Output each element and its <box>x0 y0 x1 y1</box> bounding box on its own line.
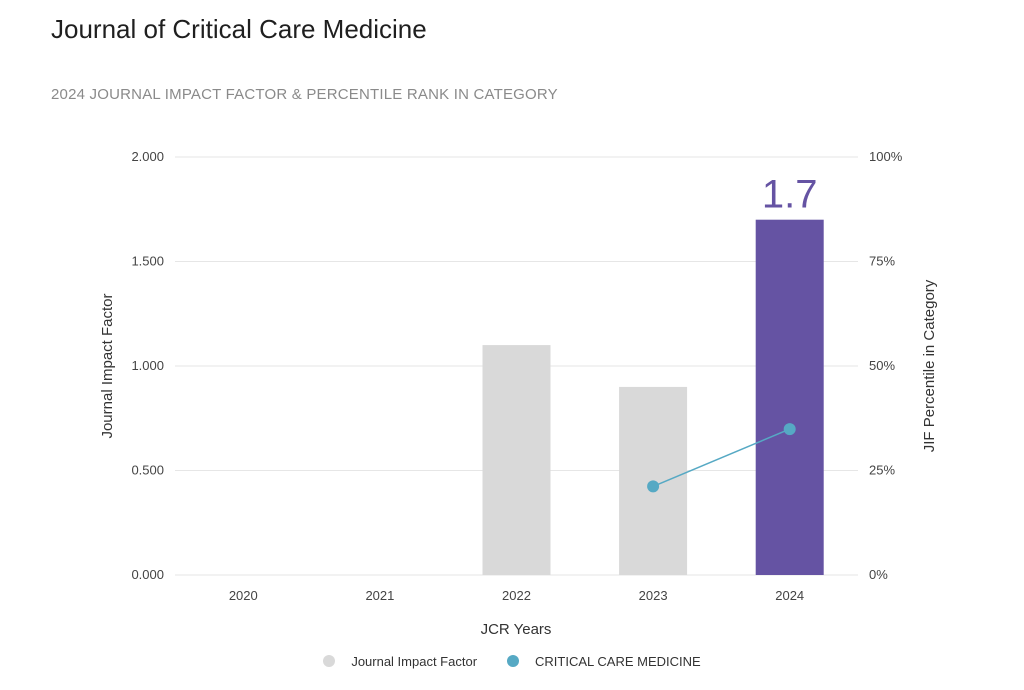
legend-item-impact-factor[interactable]: Journal Impact Factor <box>323 654 477 669</box>
x-tick-label: 2021 <box>365 588 394 603</box>
chart-subtitle: 2024 JOURNAL IMPACT FACTOR & PERCENTILE … <box>51 86 558 103</box>
x-tick-label: 2023 <box>639 588 668 603</box>
y-tick-label: 1.000 <box>131 358 164 373</box>
y2-axis-title: JIF Percentile in Category <box>921 279 938 452</box>
line-series <box>647 423 796 493</box>
y2-tick-label: 100% <box>869 149 903 164</box>
page-title: Journal of Critical Care Medicine <box>51 14 427 44</box>
x-tick-label: 2020 <box>229 588 258 603</box>
y-tick-label: 1.500 <box>131 254 164 269</box>
bar-2022[interactable] <box>482 345 551 575</box>
legend-label-impact-factor: Journal Impact Factor <box>351 653 478 669</box>
y2-tick-label: 50% <box>869 358 895 373</box>
x-tick-label: 2024 <box>775 588 804 603</box>
highlight-value-label: 1.7 <box>762 173 818 217</box>
y2-tick-label: 25% <box>869 463 895 478</box>
legend-marker-category <box>507 655 520 667</box>
percentile-point-2024[interactable] <box>783 423 796 436</box>
y2-tick-label: 75% <box>869 254 895 269</box>
percentile-line <box>652 428 790 488</box>
legend-label-category: CRITICAL CARE MEDICINE <box>535 653 701 669</box>
impact-factor-chart: 0.000 0% 0.500 25% 1.000 50% 1.500 75% 2.000 100%… <box>99 149 938 638</box>
y-tick-label: 0.500 <box>131 463 164 478</box>
legend-item-category[interactable]: CRITICAL CARE MEDICINE <box>507 654 701 669</box>
axis-labels: 0.000 0% 0.500 25% 1.000 50% 1.500 75% 2.000 100%… <box>131 149 902 603</box>
legend-marker-impact-factor <box>323 655 336 667</box>
y2-tick-label: 0% <box>869 567 888 582</box>
y-tick-label: 0.000 <box>131 567 164 582</box>
x-tick-label: 2022 <box>502 588 531 603</box>
y-axis-title: Journal Impact Factor <box>99 293 116 438</box>
y-tick-label: 2.000 <box>131 149 164 164</box>
bar-series <box>482 219 824 575</box>
x-axis-title: JCR Years <box>481 621 552 638</box>
bar-2024[interactable] <box>755 219 824 575</box>
percentile-point-2023[interactable] <box>647 480 660 493</box>
chart-legend: Journal Impact Factor CRITICAL CARE MEDI… <box>0 650 1024 672</box>
